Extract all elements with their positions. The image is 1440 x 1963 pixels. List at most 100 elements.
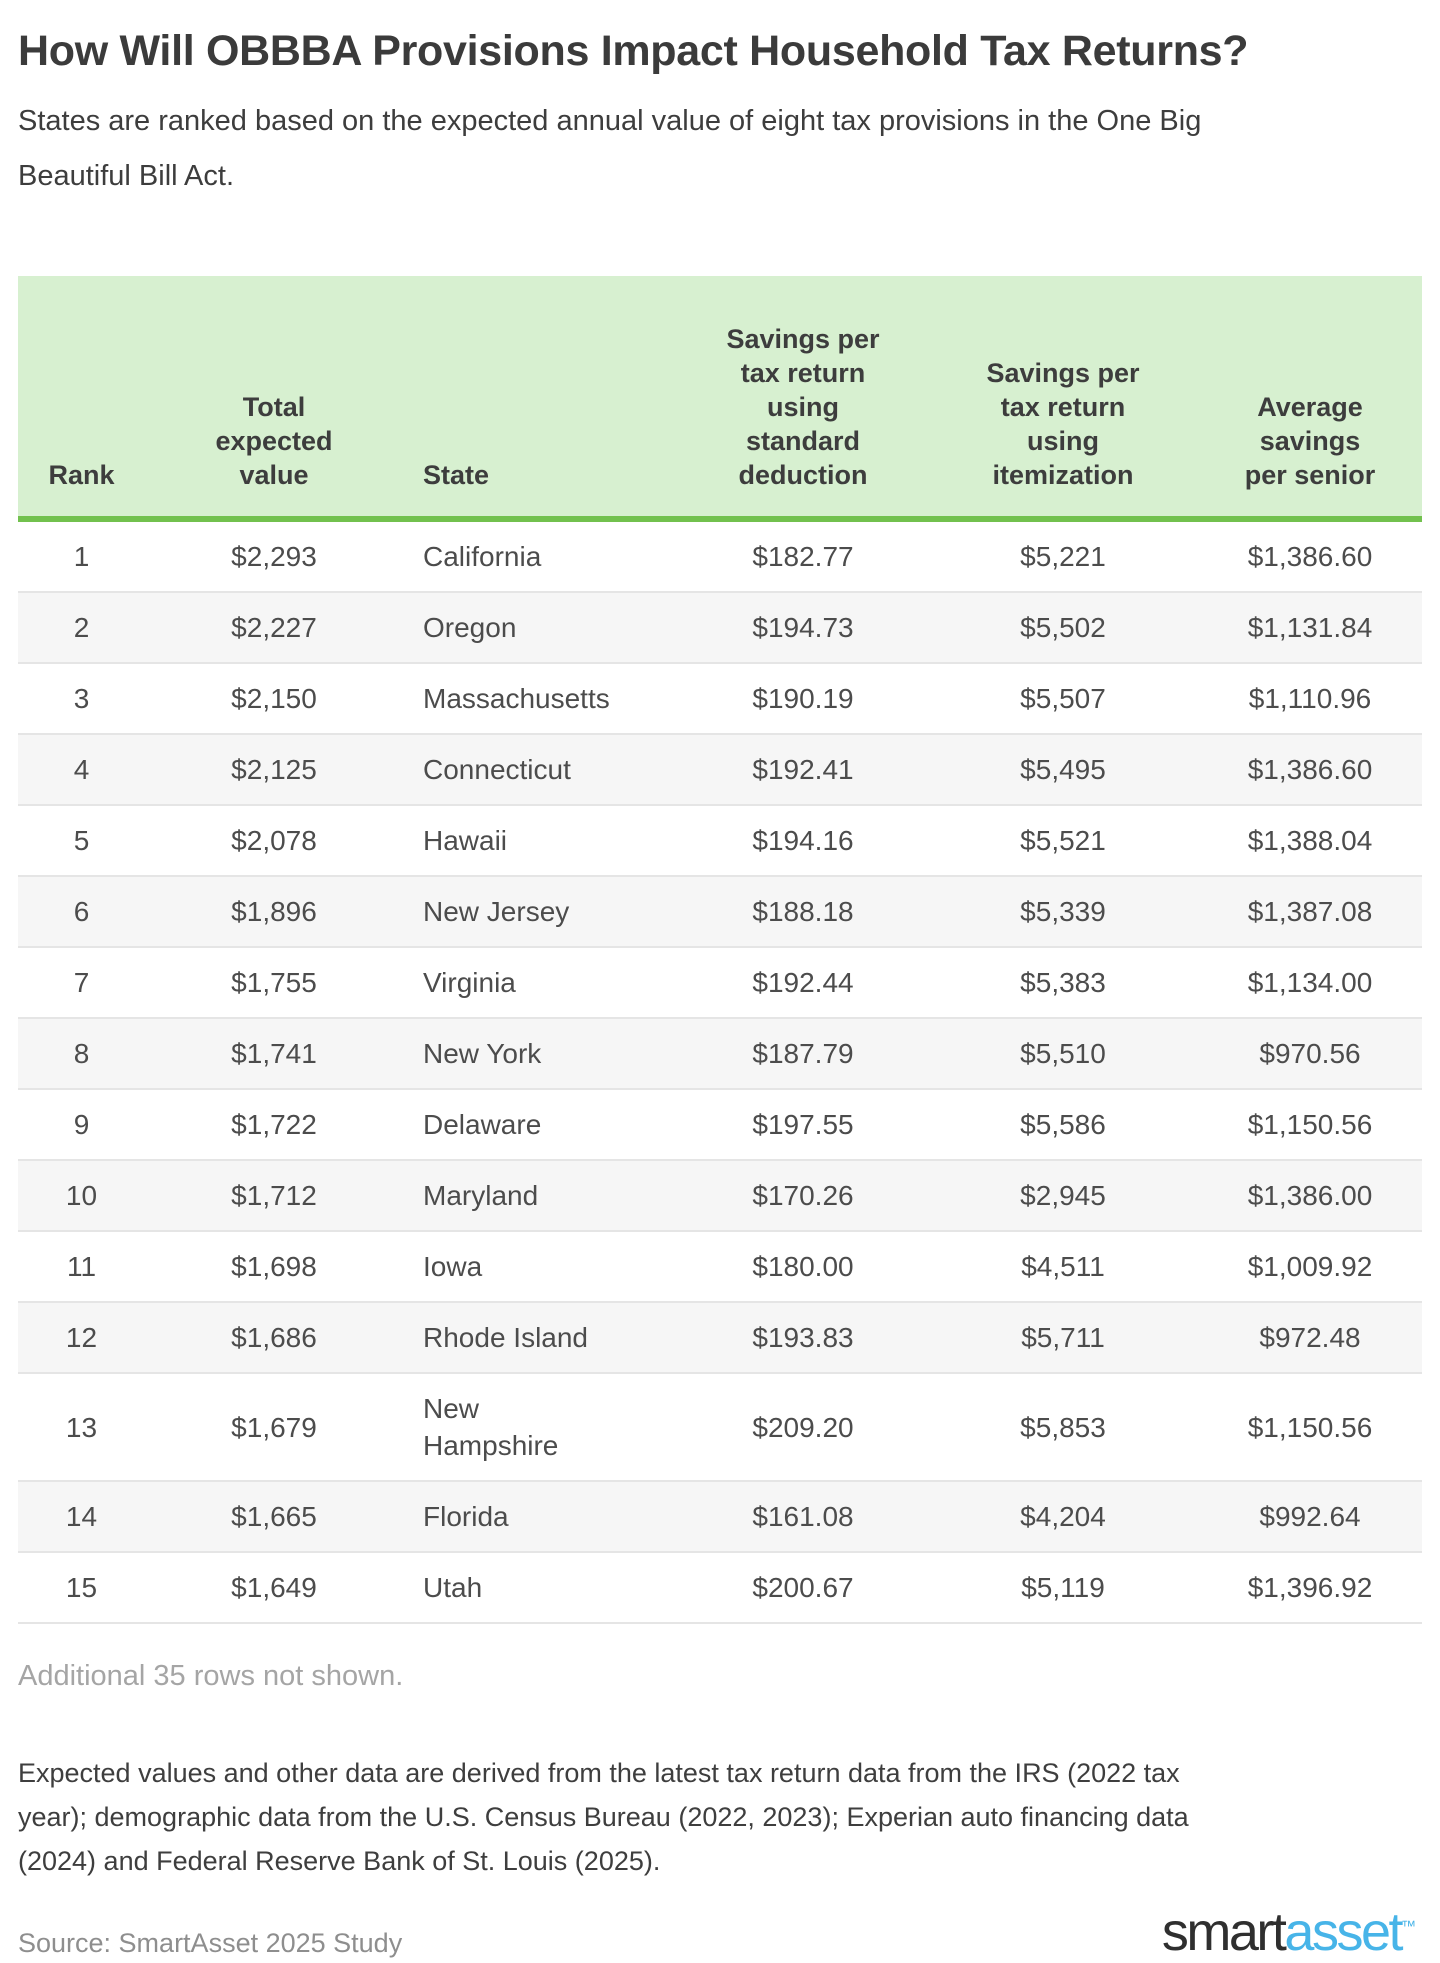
table-cell: $5,383 [1020, 967, 1106, 998]
table-cell: $5,853 [1020, 1411, 1106, 1443]
page-title: How Will OBBBA Provisions Impact Househo… [18, 27, 1249, 75]
table-cell: $992.64 [1259, 1501, 1361, 1532]
table-row: 10 $1,712 Maryland $170.26 $2,945 $1,386.00 [18, 1160, 1422, 1231]
table-cell: Massachusetts [423, 683, 610, 714]
rows-not-shown-note: Additional 35 rows not shown. [18, 1660, 404, 1692]
table-cell: $5,586 [1020, 1109, 1106, 1140]
table-cell: 3 [73, 683, 90, 714]
table-cell: 13 [65, 1411, 98, 1443]
table-body: 1 $2,293 California $182.77 $5,221 $1,386.60 2… [18, 519, 1422, 1623]
column-header-5: Savings per tax return using itemization [928, 276, 1198, 522]
table-row: 6 $1,896 New Jersey $188.18 $5,339 $1,387.08 [18, 876, 1422, 947]
table-cell: $200.67 [752, 1572, 854, 1603]
table-cell: 6 [73, 896, 90, 927]
table-cell: California [423, 541, 542, 572]
table-cell: $972.48 [1259, 1322, 1361, 1353]
table-row: 3 $2,150 Massachusetts $190.19 $5,507 $1,110.… [18, 663, 1422, 734]
table-cell: Iowa [423, 1251, 483, 1282]
table-cell: Connecticut [423, 754, 571, 785]
rankings-table: Rank Total expected value State Savings per… [18, 276, 1422, 1624]
table-cell: $1,712 [231, 1180, 317, 1211]
table-cell: $2,227 [231, 612, 317, 643]
trademark-icon: ™ [1401, 1918, 1416, 1935]
column-header-3: State [403, 276, 678, 522]
table-cell: $5,221 [1020, 541, 1106, 572]
footer: Source: SmartAsset 2025 Study smartasset… [18, 1905, 1422, 1959]
table-cell: $1,131.84 [1247, 612, 1373, 643]
table-cell: $170.26 [752, 1180, 854, 1211]
table-cell: $5,495 [1020, 754, 1106, 785]
table-cell: Oregon [423, 612, 517, 643]
table-cell: $180.00 [752, 1251, 854, 1282]
table-cell: Rhode Island [423, 1322, 589, 1353]
table-cell: 1 [73, 541, 90, 572]
table-cell: Florida [423, 1501, 509, 1532]
table-row: 14 $1,665 Florida $161.08 $4,204 $992.64 [18, 1481, 1422, 1552]
table-cell: $1,679 [231, 1411, 317, 1443]
table-cell: $5,502 [1020, 612, 1106, 643]
table-cell: Hawaii [423, 825, 508, 856]
table-cell: 4 [73, 754, 90, 785]
table-cell: $1,665 [231, 1501, 317, 1532]
table-row: 5 $2,078 Hawaii $194.16 $5,521 $1,388.04 [18, 805, 1422, 876]
table-row: 13 $1,679 New Hampshire $209.20 $5,853 $1,150… [18, 1373, 1422, 1481]
table-cell: 9 [73, 1109, 90, 1140]
table-cell: $970.56 [1259, 1038, 1361, 1069]
table-cell: 11 [66, 1251, 97, 1282]
infographic-page: How Will OBBBA Provisions Impact Househo… [18, 24, 1422, 1959]
table-header: Rank Total expected value State Savings per… [18, 276, 1422, 522]
table-cell: $1,698 [231, 1251, 317, 1282]
table-cell: 14 [65, 1501, 98, 1532]
table-row: 4 $2,125 Connecticut $192.41 $5,495 $1,386.60 [18, 734, 1422, 805]
table-cell: $2,150 [231, 683, 317, 714]
table-cell: 2 [73, 612, 90, 643]
table-row: 12 $1,686 Rhode Island $193.83 $5,711 $972.48 [18, 1302, 1422, 1373]
table-cell: Utah [423, 1572, 483, 1603]
table-cell: $1,722 [231, 1109, 317, 1140]
table-cell: New York [423, 1038, 542, 1069]
table-cell: $188.18 [752, 896, 854, 927]
smartasset-logo: smartasset™ [1162, 1905, 1422, 1959]
table-cell: $209.20 [752, 1411, 854, 1443]
table-cell: $5,510 [1020, 1038, 1106, 1069]
table-cell: $1,134.00 [1247, 967, 1373, 998]
table-cell: $5,119 [1021, 1572, 1105, 1603]
table-row: 1 $2,293 California $182.77 $5,221 $1,386.60 [18, 519, 1422, 592]
table-cell: New Jersey [423, 896, 570, 927]
table-cell: $190.19 [752, 683, 854, 714]
table-cell: Maryland [423, 1180, 539, 1211]
table-cell: $5,711 [1021, 1322, 1105, 1353]
table-cell: $1,741 [231, 1038, 317, 1069]
table-cell: $2,945 [1020, 1180, 1106, 1211]
table-cell: 10 [65, 1180, 98, 1211]
column-header-4: Savings per tax return using standard de… [678, 276, 928, 522]
table-cell: $2,293 [231, 541, 317, 572]
table-cell: 5 [73, 825, 90, 856]
subtitle: States are ranked based on the expected … [18, 105, 1202, 192]
table-cell: $1,386.60 [1247, 541, 1373, 572]
table-cell: $5,521 [1020, 825, 1106, 856]
table-cell: New Hampshire [423, 1393, 559, 1461]
table-cell: $1,150.56 [1247, 1411, 1373, 1443]
table-cell: $193.83 [752, 1322, 854, 1353]
table-row: 8 $1,741 New York $187.79 $5,510 $970.56 [18, 1018, 1422, 1089]
table-cell: 7 [73, 967, 90, 998]
table-cell: $1,686 [231, 1322, 317, 1353]
table-cell: $1,150.56 [1247, 1109, 1373, 1140]
table-row: 2 $2,227 Oregon $194.73 $5,502 $1,131.84 [18, 592, 1422, 663]
table-row: 7 $1,755 Virginia $192.44 $5,383 $1,134.00 [18, 947, 1422, 1018]
table-row: 11 $1,698 Iowa $180.00 $4,511 $1,009.92 [18, 1231, 1422, 1302]
table-cell: $1,009.92 [1247, 1251, 1373, 1282]
methodology-text: Expected values and other data are deriv… [18, 1758, 1189, 1876]
table-cell: $194.16 [752, 825, 854, 856]
table-cell: $1,896 [231, 896, 317, 927]
column-header-1: Rank [18, 276, 145, 522]
table-cell: $1,387.08 [1247, 896, 1373, 927]
table-cell: $187.79 [752, 1038, 854, 1069]
table-cell: $161.08 [752, 1501, 854, 1532]
table-cell: $1,755 [231, 967, 317, 998]
table-cell: $192.44 [752, 967, 854, 998]
table-cell: 15 [65, 1572, 98, 1603]
table-cell: $5,339 [1020, 896, 1106, 927]
table-cell: $1,388.04 [1247, 825, 1373, 856]
